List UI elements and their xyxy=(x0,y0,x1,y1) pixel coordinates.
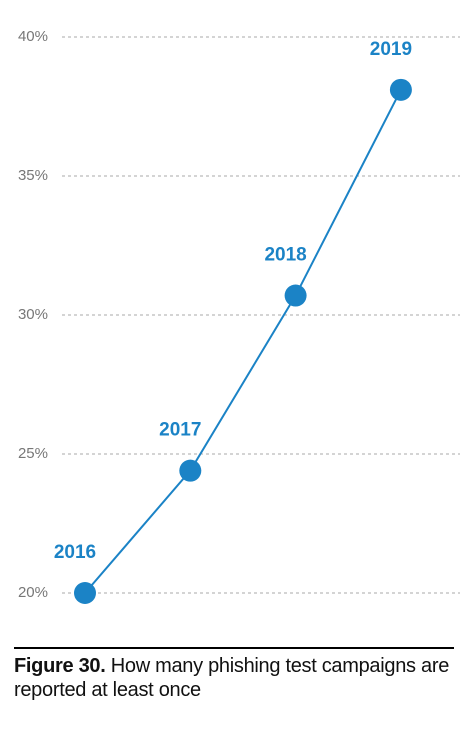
data-point xyxy=(284,284,307,307)
y-tick-label: 35% xyxy=(18,167,48,184)
caption-text: How many phishing test campaigns are rep… xyxy=(14,655,450,701)
data-point xyxy=(389,78,412,101)
data-point xyxy=(74,582,96,604)
y-tick-label: 30% xyxy=(18,306,48,323)
data-line xyxy=(84,89,402,594)
y-tick-label: 25% xyxy=(18,445,48,462)
caption-box: Figure 30. How many phishing test campai… xyxy=(14,654,459,702)
point-label: 2018 xyxy=(264,245,306,266)
point-label: 2016 xyxy=(54,542,96,563)
y-tick-label: 40% xyxy=(18,28,48,45)
caption-label: Figure 30. xyxy=(14,655,106,677)
point-label: 2019 xyxy=(370,39,412,60)
caption: Figure 30. How many phishing test campai… xyxy=(14,654,459,702)
y-tick-label: 20% xyxy=(18,584,48,601)
point-label: 2017 xyxy=(159,420,201,441)
data-point xyxy=(179,459,202,482)
